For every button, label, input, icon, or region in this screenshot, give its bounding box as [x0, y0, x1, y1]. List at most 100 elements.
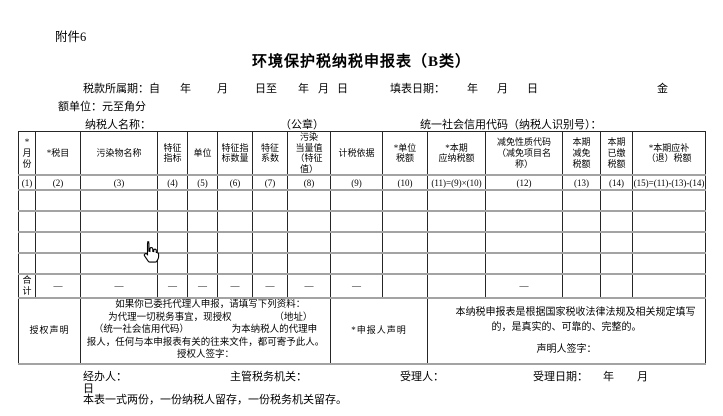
empty-data-cell[interactable] [632, 211, 706, 234]
empty-data-cell[interactable] [217, 211, 253, 234]
empty-data-cell[interactable] [427, 211, 486, 234]
total-value-cell[interactable] [382, 274, 428, 299]
empty-data-cell[interactable] [157, 211, 188, 234]
empty-data-cell[interactable] [18, 211, 36, 234]
empty-data-cell[interactable] [632, 232, 706, 255]
empty-data-cell[interactable] [562, 190, 601, 213]
taxpayer-name-label: 纳税人名称： [85, 119, 151, 131]
empty-data-cell[interactable] [562, 232, 601, 255]
amount-unit-overflow-char: 金 [657, 83, 668, 95]
empty-data-cell[interactable] [562, 253, 601, 276]
period-month2-label: 月 [318, 83, 329, 95]
authorization-line: 报人，任何与本申报表有关的往来文件，都可寄予此人。 [86, 337, 325, 348]
empty-data-cell[interactable] [217, 190, 253, 213]
empty-data-cell[interactable] [330, 211, 383, 234]
empty-data-cell[interactable] [600, 232, 633, 255]
authorization-statement-label: 授权声明 [18, 297, 81, 365]
total-value-cell[interactable] [562, 274, 601, 299]
official-seal-label: （公章） [280, 119, 324, 131]
empty-data-cell[interactable] [35, 190, 81, 213]
empty-data-cell[interactable] [382, 232, 428, 255]
empty-data-cell[interactable] [80, 253, 158, 276]
empty-data-cell[interactable] [157, 253, 188, 276]
empty-data-cell[interactable] [427, 190, 486, 213]
empty-data-cell[interactable] [217, 232, 253, 255]
empty-data-cell[interactable] [252, 253, 288, 276]
empty-data-cell[interactable] [252, 190, 288, 213]
empty-data-cell[interactable] [427, 253, 486, 276]
period-year2-label: 年 [298, 83, 309, 95]
accept-day-label: 日 [83, 383, 94, 395]
authorizer-signature-label: 授权人签字： [176, 350, 234, 361]
empty-data-cell[interactable] [35, 232, 81, 255]
empty-data-cell[interactable] [80, 211, 158, 234]
col-code: (13) [562, 175, 601, 192]
filing-year-label: 年 [467, 83, 478, 95]
empty-data-cell[interactable] [600, 211, 633, 234]
empty-data-cell[interactable] [485, 253, 563, 276]
col-code: (5) [187, 175, 218, 192]
authorization-line: （统一社会信用代码） 为本纳税人的代理申 [93, 325, 318, 336]
empty-data-cell[interactable] [632, 253, 706, 276]
empty-data-cell[interactable] [252, 211, 288, 234]
empty-data-cell[interactable] [287, 253, 331, 276]
total-value-cell[interactable] [600, 274, 633, 299]
empty-data-cell[interactable] [382, 211, 428, 234]
empty-data-cell[interactable] [187, 190, 218, 213]
empty-data-cell[interactable] [217, 253, 253, 276]
empty-data-cell[interactable] [485, 211, 563, 234]
empty-data-cell[interactable] [632, 190, 706, 213]
declarant-statement-cell[interactable]: 本纳税申报表是根据国家税收法律法规及相关规定填写的，是真实的、可靠的、完整的。 … [427, 297, 706, 365]
empty-data-cell[interactable] [600, 253, 633, 276]
hand-cursor-icon [143, 241, 160, 263]
col-header-pollutant-name: 污染物名称 [80, 131, 158, 177]
empty-data-cell[interactable] [80, 232, 158, 255]
filing-month-label: 月 [497, 83, 508, 95]
credit-code-label: 统一社会信用代码（纳税人识别号）： [420, 119, 602, 131]
tax-period-label: 税款所属期：自 [83, 83, 160, 95]
empty-data-cell[interactable] [485, 190, 563, 213]
col-header-tax-basis: 计税依据 [330, 131, 383, 177]
empty-data-cell[interactable] [600, 190, 633, 213]
total-row-label: 合 计 [18, 274, 36, 299]
empty-data-cell[interactable] [382, 253, 428, 276]
column-code-row: (1) (2) (3) (4) (5) (6) (7) (8) (9) (10)… [18, 175, 706, 192]
empty-data-cell[interactable] [80, 190, 158, 213]
empty-data-cell[interactable] [157, 190, 188, 213]
empty-data-cell[interactable] [330, 232, 383, 255]
empty-data-cell[interactable] [287, 211, 331, 234]
empty-data-cell[interactable] [252, 232, 288, 255]
empty-data-cell[interactable] [287, 190, 331, 213]
authorization-statement-cell[interactable]: 如果你已委托代理人申报，请填写下列资料： 为代理一切税务事宜，现授权 （地址） … [80, 297, 331, 365]
total-value-cell[interactable] [427, 274, 486, 299]
total-value-cell[interactable] [632, 274, 706, 299]
empty-data-cell[interactable] [427, 232, 486, 255]
empty-data-cell[interactable] [35, 253, 81, 276]
empty-data-cell[interactable] [18, 190, 36, 213]
col-header-tax-reduced: 本期 减免 税额 [562, 131, 601, 177]
empty-data-cell[interactable] [35, 211, 81, 234]
empty-data-cell[interactable] [287, 232, 331, 255]
col-code: (12) [485, 175, 563, 192]
empty-data-cell[interactable] [157, 232, 188, 255]
declarant-statement-label: *申报人声明 [330, 297, 428, 365]
table-row [18, 190, 706, 213]
col-code: (7) [252, 175, 288, 192]
col-code: (14) [600, 175, 633, 192]
empty-data-cell[interactable] [382, 190, 428, 213]
empty-data-cell[interactable] [187, 211, 218, 234]
empty-data-cell[interactable] [18, 253, 36, 276]
empty-data-cell[interactable] [562, 211, 601, 234]
tax-declaration-table: * 月 份 *税目 污染物名称 特征 指标 单位 特征指 标数量 特征 系数 污… [18, 131, 706, 365]
empty-data-cell[interactable] [330, 190, 383, 213]
empty-data-cell[interactable] [18, 232, 36, 255]
empty-data-cell[interactable] [485, 232, 563, 255]
table-row [18, 253, 706, 276]
empty-data-cell[interactable] [330, 253, 383, 276]
col-header-char-indicator: 特征 指标 [157, 131, 188, 177]
empty-data-cell[interactable] [187, 232, 218, 255]
accept-year-label: 年 [603, 371, 614, 383]
empty-data-cell[interactable] [187, 253, 218, 276]
col-code: (11)=(9)×(10) [427, 175, 486, 192]
